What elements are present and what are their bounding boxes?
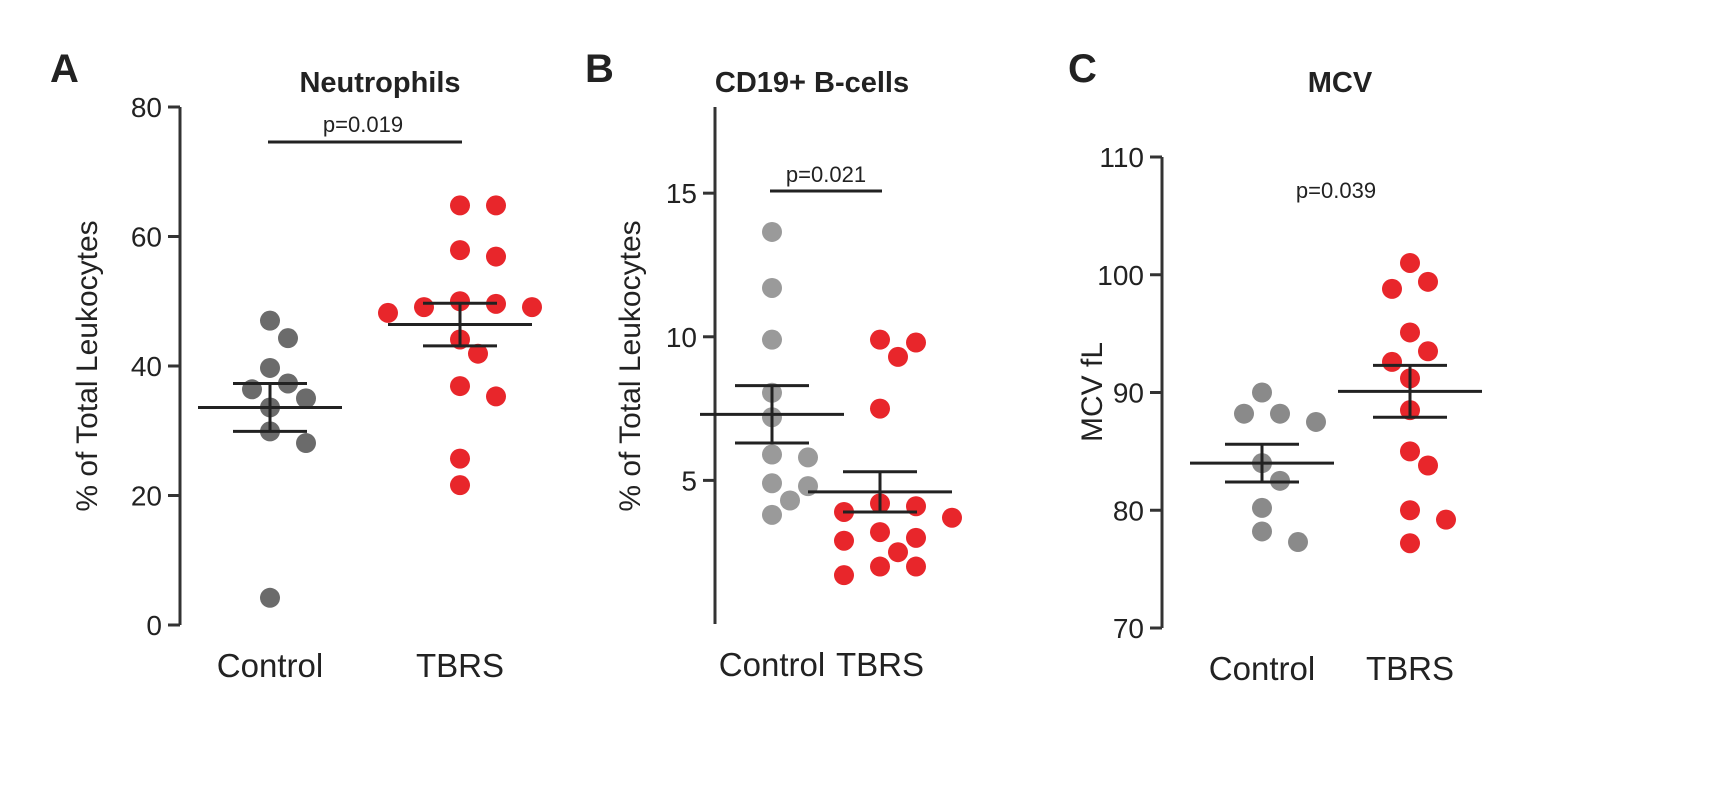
data-point-tbrs — [1400, 441, 1420, 462]
y-tick-label: 80 — [1113, 495, 1144, 526]
data-point-control — [1234, 403, 1254, 424]
y-tick-label: 90 — [1113, 378, 1144, 409]
data-point-tbrs — [450, 291, 470, 312]
panel-letter: B — [585, 47, 614, 91]
data-point-tbrs — [834, 565, 854, 586]
data-point-tbrs — [1382, 278, 1402, 299]
data-point-tbrs — [870, 556, 890, 577]
data-point-control — [260, 357, 280, 378]
data-point-tbrs — [888, 542, 908, 563]
data-point-control — [762, 277, 782, 298]
data-point-tbrs — [1436, 509, 1456, 530]
y-tick-label: 10 — [666, 322, 697, 353]
data-point-tbrs — [1382, 351, 1402, 372]
data-point-control — [1270, 403, 1290, 424]
y-tick-label: 15 — [666, 178, 697, 209]
y-tick-label: 110 — [1099, 142, 1144, 173]
panel-letter: A — [50, 47, 79, 91]
chart-title: MCV — [1308, 67, 1373, 99]
data-point-control — [260, 310, 280, 331]
data-point-tbrs — [486, 386, 506, 407]
data-point-control — [762, 329, 782, 350]
panel-a: A Neutrophils % of Total Leukocytes 0 20 40 60… — [50, 47, 542, 684]
x-tick-label: Control — [1209, 650, 1315, 687]
data-point-control — [762, 473, 782, 494]
data-point-control — [1252, 497, 1272, 518]
y-tick-label: 20 — [131, 481, 162, 512]
data-point-control — [762, 504, 782, 525]
y-tick-label: 0 — [146, 610, 162, 641]
data-point-control — [1252, 521, 1272, 542]
y-axis-label: MCV fL — [1076, 342, 1109, 442]
data-point-tbrs — [450, 376, 470, 397]
y-tick-label: 80 — [131, 92, 162, 123]
x-tick-label: TBRS — [836, 646, 924, 683]
data-point-control — [762, 221, 782, 242]
panel-letter: C — [1068, 47, 1097, 91]
data-point-tbrs — [870, 522, 890, 543]
chart-title: Neutrophils — [299, 67, 460, 99]
data-point-tbrs — [1400, 252, 1420, 273]
data-point-control — [1288, 532, 1308, 553]
data-point-tbrs — [942, 507, 962, 528]
data-point-control — [1252, 382, 1272, 403]
y-tick-label: 100 — [1097, 260, 1144, 291]
y-tick-label: 60 — [131, 222, 162, 253]
p-value-label: p=0.019 — [323, 112, 403, 137]
panel-b: B CD19+ B-cells % of Total Leukocytes 5 10 15… — [585, 47, 962, 683]
x-tick-label: TBRS — [416, 647, 504, 684]
data-point-control — [296, 433, 316, 454]
x-tick-label: Control — [719, 646, 825, 683]
y-tick-label: 40 — [131, 351, 162, 382]
y-tick-label: 70 — [1113, 613, 1144, 644]
data-point-tbrs — [834, 530, 854, 551]
data-point-tbrs — [1418, 271, 1438, 292]
data-point-tbrs — [906, 527, 926, 548]
data-point-tbrs — [1418, 455, 1438, 476]
data-point-tbrs — [1400, 322, 1420, 343]
data-point-tbrs — [468, 343, 488, 364]
data-point-tbrs — [1400, 500, 1420, 521]
x-tick-label: Control — [217, 647, 323, 684]
data-point-tbrs — [378, 302, 398, 323]
data-point-control — [260, 587, 280, 608]
data-point-control — [780, 490, 800, 511]
data-point-tbrs — [1418, 341, 1438, 362]
data-point-tbrs — [414, 297, 434, 318]
data-point-tbrs — [888, 346, 908, 367]
data-point-tbrs — [450, 448, 470, 469]
data-point-tbrs — [450, 475, 470, 496]
data-point-tbrs — [486, 195, 506, 216]
x-tick-label: TBRS — [1366, 650, 1454, 687]
data-point-tbrs — [906, 556, 926, 577]
data-point-tbrs — [450, 195, 470, 216]
data-point-tbrs — [450, 240, 470, 261]
data-point-control — [798, 447, 818, 468]
chart-title: CD19+ B-cells — [715, 67, 909, 99]
panel-c: C MCV MCV fL 70 80 90 100 110 Control TBRS p=0.039 — [1068, 47, 1482, 687]
p-value-label: p=0.039 — [1296, 178, 1376, 203]
p-value-label: p=0.021 — [786, 162, 866, 187]
data-point-tbrs — [486, 246, 506, 267]
data-point-tbrs — [1400, 533, 1420, 554]
y-tick-label: 5 — [681, 465, 697, 496]
y-axis-label: % of Total Leukocytes — [71, 220, 104, 511]
data-point-control — [762, 444, 782, 465]
data-point-tbrs — [870, 329, 890, 350]
data-point-control — [296, 388, 316, 409]
data-point-tbrs — [870, 398, 890, 419]
data-point-tbrs — [906, 332, 926, 353]
data-point-tbrs — [522, 297, 542, 318]
y-axis-label: % of Total Leukocytes — [614, 220, 647, 511]
data-point-control — [1306, 411, 1326, 432]
data-point-control — [278, 328, 298, 349]
